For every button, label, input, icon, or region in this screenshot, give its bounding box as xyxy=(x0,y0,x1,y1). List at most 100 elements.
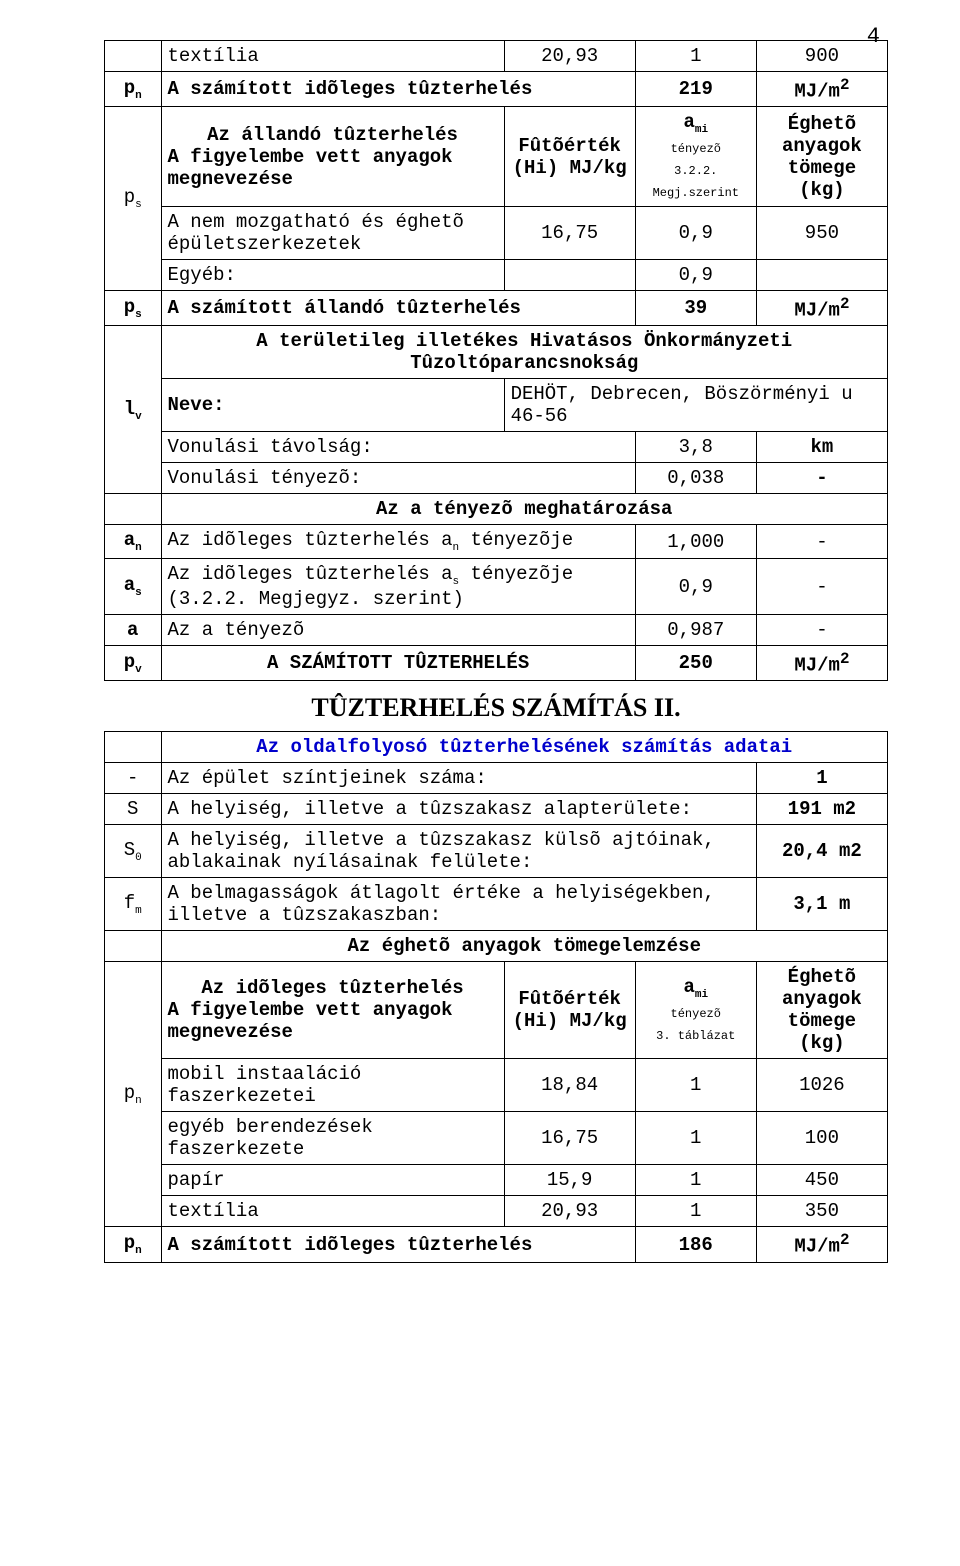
symbol-pn: pn xyxy=(105,72,162,107)
cell: 20,4 m2 xyxy=(756,825,887,878)
symbol: S xyxy=(105,794,162,825)
table-row: S A helyiség, illetve a tûzszakasz alapt… xyxy=(105,794,888,825)
cell-label: Vonulási távolság: xyxy=(161,432,635,463)
symbol-pv: pv xyxy=(105,646,162,681)
cell: 0,9 xyxy=(635,260,756,291)
table-row: A nem mozgatható és éghetõ épületszerkez… xyxy=(105,207,888,260)
cell: Fûtõérték (Hi) MJ/kg xyxy=(504,107,635,207)
cell: 100 xyxy=(756,1112,887,1165)
cell xyxy=(504,260,635,291)
cell: 1026 xyxy=(756,1059,887,1112)
table-row: - Az épület színtjeinek száma: 1 xyxy=(105,763,888,794)
cell: 450 xyxy=(756,1165,887,1196)
cell-label: textília xyxy=(161,41,504,72)
cell-label: Az a tényezõ xyxy=(161,615,635,646)
cell-unit: - xyxy=(756,615,887,646)
cell-unit: MJ/m2 xyxy=(756,291,887,326)
cell-label: Az épület színtjeinek száma: xyxy=(161,763,756,794)
table-row: an Az idõleges tûzterhelés an tényezõje … xyxy=(105,525,888,559)
symbol-s0: S0 xyxy=(105,825,162,878)
cell: 16,75 xyxy=(504,207,635,260)
cell: 219 xyxy=(635,72,756,107)
cell: Éghetõ anyagok tömege (kg) xyxy=(756,107,887,207)
cell: 0,038 xyxy=(635,463,756,494)
symbol-ps: ps xyxy=(105,291,162,326)
cell-label: Az idõleges tûzterhelés an tényezõje xyxy=(161,525,635,559)
table-row: mobil instaaláció faszerkezetei 18,84 1 … xyxy=(105,1059,888,1112)
cell: 3,8 xyxy=(635,432,756,463)
cell-label: Az idõleges tûzterhelés A figyelembe vet… xyxy=(161,962,504,1059)
table-row: S0 A helyiség, illetve a tûzszakasz küls… xyxy=(105,825,888,878)
cell-label: Az a tényezõ meghatározása xyxy=(161,494,888,525)
table-row: Az a tényezõ meghatározása xyxy=(105,494,888,525)
symbol-pn: pn xyxy=(105,962,162,1227)
table-row: pv A SZÁMÍTOTT TÛZTERHELÉS 250 MJ/m2 xyxy=(105,646,888,681)
table-row: pn A számított idõleges tûzterhelés 219 … xyxy=(105,72,888,107)
cell-unit: - xyxy=(756,559,887,615)
table-row: pn A számított idõleges tûzterhelés 186 … xyxy=(105,1227,888,1262)
cell: 20,93 xyxy=(504,1196,635,1227)
symbol-ps: ps xyxy=(105,107,162,291)
subhead: A figyelembe vett anyagok megnevezése xyxy=(168,999,498,1043)
cell-label: A számított idõleges tûzterhelés xyxy=(161,1227,635,1262)
cell-label: A helyiség, illetve a tûzszakasz alapter… xyxy=(161,794,756,825)
table-row: as Az idõleges tûzterhelés as tényezõje … xyxy=(105,559,888,615)
page-number: 4 xyxy=(867,24,880,49)
cell-label: Neve: xyxy=(161,379,504,432)
cell-label: Az állandó tûzterhelés A figyelembe vett… xyxy=(161,107,504,207)
cell xyxy=(756,260,887,291)
cell: 39 xyxy=(635,291,756,326)
table-row: ps Az állandó tûzterhelés A figyelembe v… xyxy=(105,107,888,207)
table-row: Az oldalfolyosó tûzterhelésének számítás… xyxy=(105,732,888,763)
cell-unit: km xyxy=(756,432,887,463)
cell-unit: - xyxy=(756,525,887,559)
page: 4 textília 20,93 1 900 pn A számított id… xyxy=(0,0,960,1303)
cell: 15,9 xyxy=(504,1165,635,1196)
cell-label: A belmagasságok átlagolt értéke a helyis… xyxy=(161,878,756,931)
table-row: papír 15,9 1 450 xyxy=(105,1165,888,1196)
symbol-pn2: pn xyxy=(105,1227,162,1262)
cell-label: mobil instaaláció faszerkezetei xyxy=(161,1059,504,1112)
cell: 191 m2 xyxy=(756,794,887,825)
cell: 16,75 xyxy=(504,1112,635,1165)
cell: 250 xyxy=(635,646,756,681)
header-oldalfolyoso: Az oldalfolyosó tûzterhelésének számítás… xyxy=(161,732,888,763)
table-row: ps A számított állandó tûzterhelés 39 MJ… xyxy=(105,291,888,326)
cell-label: A nem mozgatható és éghetõ épületszerkez… xyxy=(161,207,504,260)
cell-label: A területileg illetékes Hivatásos Önkorm… xyxy=(161,326,888,379)
table-row: Az éghetõ anyagok tömegelemzése xyxy=(105,931,888,962)
cell-label: A helyiség, illetve a tûzszakasz külsõ a… xyxy=(161,825,756,878)
symbol-an: an xyxy=(105,525,162,559)
subhead: Az idõleges tûzterhelés xyxy=(168,977,498,999)
symbol-as: as xyxy=(105,559,162,615)
subhead: Az állandó tûzterhelés xyxy=(168,124,498,146)
cell-unit: MJ/m2 xyxy=(756,646,887,681)
cell: 3,1 m xyxy=(756,878,887,931)
cell-label: textília xyxy=(161,1196,504,1227)
cell: 0,987 xyxy=(635,615,756,646)
symbol: - xyxy=(105,763,162,794)
cell-unit: MJ/m2 xyxy=(756,1227,887,1262)
symbol-a: a xyxy=(105,615,162,646)
subhead: A figyelembe vett anyagok megnevezése xyxy=(168,146,498,190)
table-row: Vonulási tényezõ: 0,038 - xyxy=(105,463,888,494)
table-row: textília 20,93 1 350 xyxy=(105,1196,888,1227)
cell: 1 xyxy=(635,1196,756,1227)
cell: 0,9 xyxy=(635,207,756,260)
cell-label: A számított idõleges tûzterhelés xyxy=(161,72,635,107)
section-title-2: TÛZTERHELÉS SZÁMÍTÁS II. xyxy=(104,693,888,723)
cell: 1 xyxy=(635,1165,756,1196)
cell: 1 xyxy=(635,1059,756,1112)
cell-label: A SZÁMÍTOTT TÛZTERHELÉS xyxy=(161,646,635,681)
cell-label: egyéb berendezések faszerkezete xyxy=(161,1112,504,1165)
cell: Fûtõérték (Hi) MJ/kg xyxy=(504,962,635,1059)
table-row: textília 20,93 1 900 xyxy=(105,41,888,72)
cell: 0,9 xyxy=(635,559,756,615)
cell: 18,84 xyxy=(504,1059,635,1112)
cell: Éghetõ anyagok tömege (kg) xyxy=(756,962,887,1059)
cell-label: papír xyxy=(161,1165,504,1196)
cell: DEHÖT, Debrecen, Böszörményi u 46-56 xyxy=(504,379,887,432)
cell: 1 xyxy=(635,41,756,72)
cell-label: Az idõleges tûzterhelés as tényezõje (3.… xyxy=(161,559,635,615)
cell: ami tényezõ 3. táblázat xyxy=(635,962,756,1059)
